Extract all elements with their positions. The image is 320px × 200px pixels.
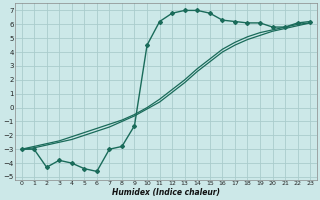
X-axis label: Humidex (Indice chaleur): Humidex (Indice chaleur): [112, 188, 220, 197]
